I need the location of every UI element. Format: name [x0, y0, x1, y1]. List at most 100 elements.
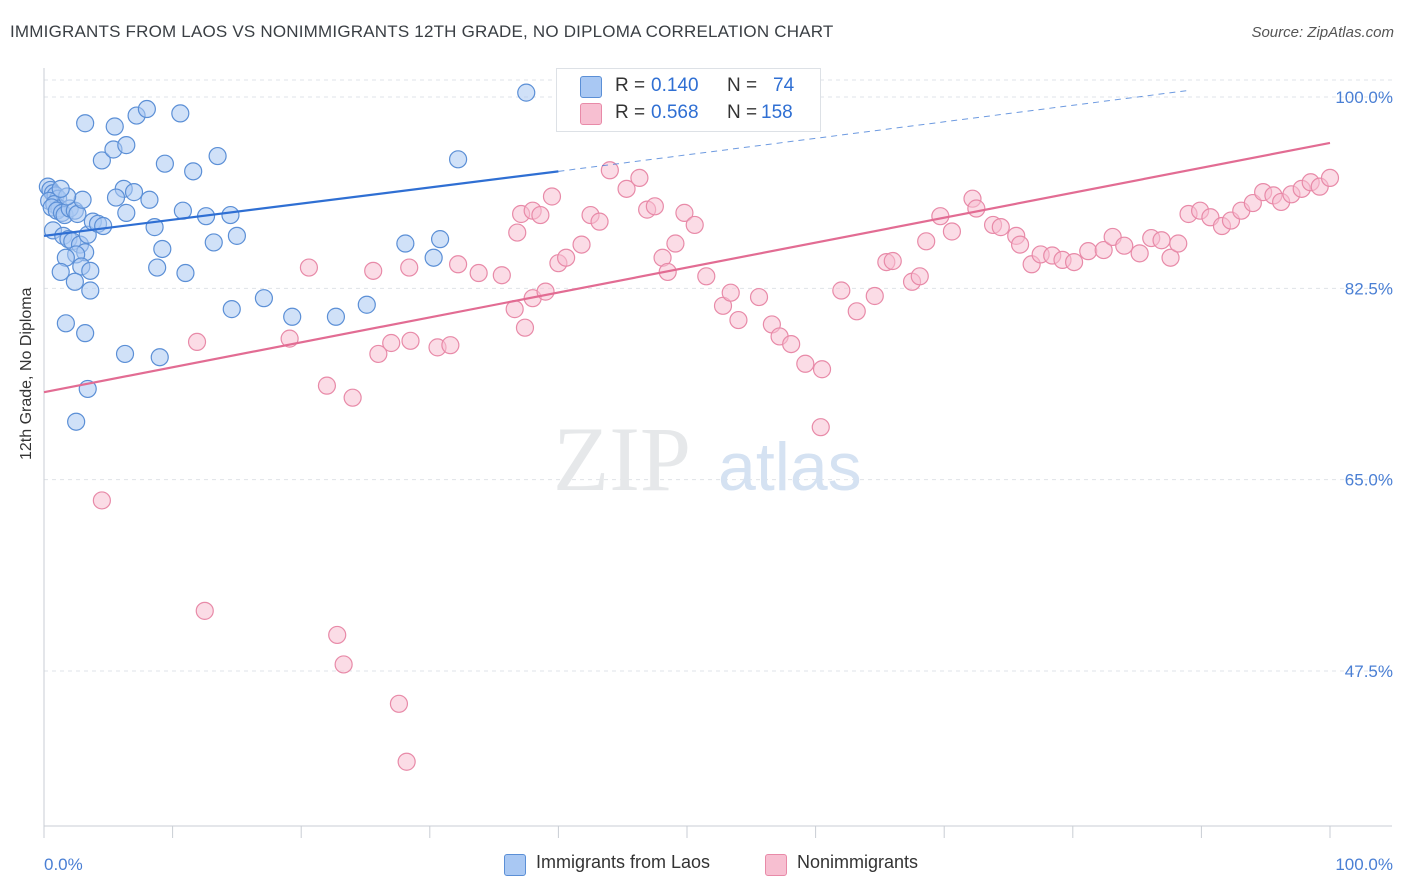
nonimmigrants-point-6 [187, 332, 207, 352]
source-label: Source: ZipAtlas.com [1251, 24, 1394, 41]
chart-title: IMMIGRANTS FROM LAOS VS NONIMMIGRANTS 12… [10, 22, 834, 41]
nonimmigrants-point-100 [1320, 168, 1340, 188]
laos-point-74 [424, 248, 443, 267]
y-tick-label-2: 82.5% [1345, 279, 1393, 298]
legend-label-nonimmigrants: Nonimmigrants [797, 852, 919, 872]
laos-point-36 [106, 188, 126, 207]
nonimmigrants-point-65 [942, 222, 962, 241]
nonimmigrants-point-55 [812, 360, 832, 379]
laos-point-71 [150, 348, 169, 367]
laos-point-69 [76, 324, 95, 343]
nonimmigrants-point-35 [600, 161, 619, 180]
nonimmigrants-point-3 [334, 655, 353, 674]
laos-point-55 [204, 233, 223, 252]
trend-lines [43, 89, 1331, 394]
nonimmigrants-point-10 [369, 344, 388, 364]
nonimmigrants-point-80 [1115, 236, 1134, 255]
watermark-zip: ZIP [553, 408, 691, 510]
nonimmigrants-point-44 [685, 215, 704, 235]
nonimmigrants-point-17 [400, 258, 419, 277]
laos-point-57 [176, 263, 195, 283]
laos-n-value: 74 [773, 75, 795, 96]
nonimmigrants-point-53 [796, 354, 815, 373]
nonimmigrants-point-52 [782, 334, 801, 354]
nonimmigrants-point-12 [401, 331, 420, 350]
laos-point-32 [51, 262, 70, 282]
nonimmigrants-point-15 [299, 258, 319, 277]
laos-point-61 [283, 307, 302, 326]
nonimmigrants-point-28 [531, 205, 550, 225]
nonimmigrants-point-43 [675, 203, 694, 222]
nonimmigrants-point-31 [557, 248, 576, 267]
laos-points [38, 83, 536, 431]
nonimmigrants-point-20 [492, 266, 511, 285]
nonimmigrants-point-19 [469, 263, 488, 283]
laos-point-45 [208, 146, 227, 166]
laos-point-67 [517, 83, 536, 102]
nonimmigrants-point-47 [721, 283, 740, 302]
nonimmigrants-trend-line [43, 141, 1331, 394]
y-axis-label: 12th Grade, No Diploma [18, 287, 35, 460]
nonimmigrants-point-11 [382, 333, 401, 353]
nonimmigrants-point-63 [917, 232, 936, 251]
laos-trend-line [43, 170, 559, 237]
gridlines [44, 79, 1392, 672]
nonimmigrants-point-49 [749, 287, 769, 307]
laos-point-65 [396, 234, 415, 253]
nonimmigrants-point-8 [317, 376, 337, 395]
nonimmigrants-point-25 [508, 223, 527, 242]
nonimmigrants-point-64 [931, 207, 950, 226]
nonimmigrants-point-83 [1152, 231, 1171, 250]
nonimmigrants-point-18 [448, 255, 468, 274]
laos-point-17 [51, 179, 70, 198]
y-tick-label-0: 47.5% [1345, 662, 1393, 681]
laos-point-40 [76, 114, 95, 133]
nonimmigrants-point-62 [910, 267, 929, 286]
laos-trend-extension [558, 89, 1189, 172]
legend-label-laos: Immigrants from Laos [536, 852, 711, 872]
nonimmigrants-point-5 [397, 752, 416, 771]
y-tick-label-3: 100.0% [1335, 88, 1393, 107]
nonimmigrants-point-9 [343, 388, 362, 407]
nonimmigrants-point-14 [441, 336, 460, 355]
nonimmigrants-point-0 [92, 491, 111, 510]
nonimmigrants-point-56 [832, 281, 851, 300]
nonimmigrants-point-34 [590, 212, 609, 231]
laos-point-35 [140, 190, 159, 209]
r-label: R = [615, 102, 646, 123]
laos-point-60 [254, 289, 274, 308]
x-tick-label-start: 0.0% [44, 855, 83, 874]
legend-swatch-laos [504, 854, 526, 876]
laos-point-70 [115, 344, 135, 364]
nonimmigrants-point-84 [1161, 248, 1180, 267]
nonimmigrants-swatch [580, 103, 602, 125]
nonimmigrants-point-16 [364, 261, 383, 280]
nonimmigrants-r-value: 0.568 [651, 102, 699, 123]
nonimmigrants-point-81 [1130, 244, 1149, 263]
laos-point-63 [222, 300, 241, 319]
laos-point-75 [430, 230, 450, 249]
n-label: N = [727, 75, 758, 96]
legend-swatch-nonimmigrants [765, 854, 787, 876]
nonimmigrants-point-4 [389, 694, 409, 713]
laos-point-68 [56, 314, 75, 333]
nonimmigrants-point-29 [542, 187, 562, 206]
laos-point-66 [448, 150, 468, 169]
laos-point-56 [148, 258, 167, 277]
laos-point-58 [65, 272, 84, 291]
laos-point-59 [81, 281, 100, 300]
stats-legend: R = 0.140 N = 74 R = 0.568 N = 158 [556, 68, 821, 132]
nonimmigrants-point-71 [1010, 235, 1030, 254]
nonimmigrants-point-78 [1094, 240, 1113, 260]
nonimmigrants-point-36 [617, 179, 636, 198]
laos-point-42 [105, 117, 124, 136]
nonimmigrants-point-24 [536, 282, 555, 301]
laos-point-26 [94, 216, 113, 236]
laos-point-34 [124, 183, 144, 202]
nonimmigrants-point-58 [865, 286, 884, 306]
laos-point-64 [357, 295, 376, 314]
nonimmigrants-point-42 [666, 234, 685, 253]
laos-point-53 [117, 203, 136, 222]
y-axis-label-wrap: 12th Grade, No Diploma [18, 287, 36, 460]
r-label: R = [615, 75, 646, 96]
